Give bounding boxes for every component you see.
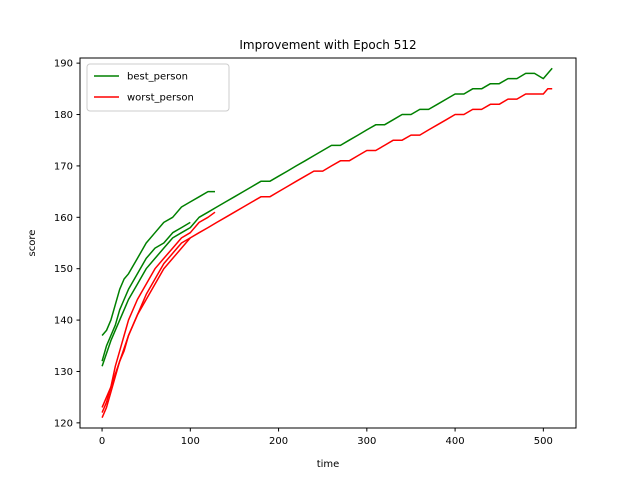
legend-label-worst_person: worst_person <box>127 93 194 104</box>
x-axis: 0 100 200 300 400 500 <box>99 428 553 447</box>
y-axis: 120 130 140 150 160 170 180 190 <box>54 59 80 429</box>
y-axis-label: score <box>27 230 38 257</box>
series-line-best_person-1 <box>101 221 191 362</box>
x-axis-label: time <box>317 459 340 470</box>
y-tick-label: 130 <box>54 367 73 378</box>
y-tick-label: 190 <box>54 59 73 70</box>
x-tick-label: 0 <box>99 436 105 447</box>
legend-label-best_person: best_person <box>127 72 188 83</box>
x-tick-label: 100 <box>181 436 200 447</box>
series-line-worst_person-2 <box>101 88 553 408</box>
x-tick-label: 400 <box>446 436 465 447</box>
y-tick-label: 150 <box>54 264 73 275</box>
x-tick-label: 300 <box>357 436 376 447</box>
y-tick-label: 180 <box>54 110 73 121</box>
chart-title: Improvement with Epoch 512 <box>239 38 416 52</box>
y-tick-label: 120 <box>54 418 73 429</box>
y-tick-label: 170 <box>54 161 73 172</box>
x-tick-label: 200 <box>269 436 288 447</box>
series-line-best_person-0 <box>101 190 215 336</box>
y-tick-label: 160 <box>54 213 73 224</box>
legend-box <box>86 63 230 112</box>
series-line-worst_person-0 <box>101 211 216 413</box>
legend: best_person worst_person <box>86 63 230 112</box>
y-tick-label: 140 <box>54 316 73 327</box>
plot-frame <box>79 57 577 429</box>
series-line-best_person-2 <box>101 67 553 367</box>
x-tick-label: 500 <box>534 436 553 447</box>
series-layer <box>101 67 553 418</box>
